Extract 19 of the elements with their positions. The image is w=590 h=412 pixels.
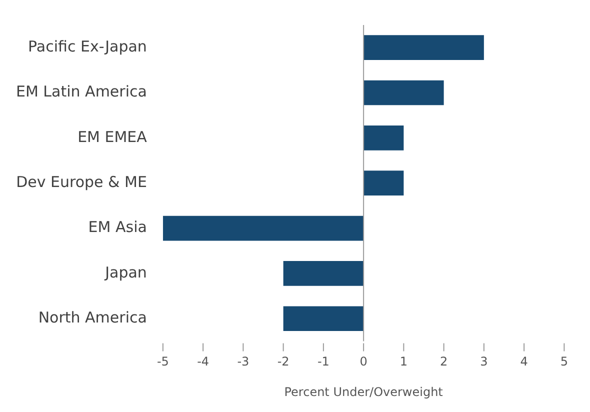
x-tick-label: 2 — [440, 354, 448, 369]
y-tick-label: EM EMEA — [78, 128, 148, 146]
x-tick-label: -4 — [197, 354, 210, 369]
y-tick-label: Pacific Ex-Japan — [28, 37, 147, 56]
x-tick-label: 0 — [360, 354, 368, 369]
x-tick-label: -2 — [277, 354, 290, 369]
y-tick-label: EM Asia — [88, 218, 147, 236]
x-tick-label: 4 — [520, 354, 528, 369]
x-tick-label: -3 — [237, 354, 250, 369]
x-tick-label: 5 — [560, 354, 568, 369]
x-tick-label: 3 — [480, 354, 488, 369]
y-tick-label: EM Latin America — [16, 82, 147, 101]
x-axis-title: Percent Under/Overweight — [284, 384, 444, 399]
x-tick-label: -1 — [317, 354, 330, 369]
x-tick-label: -5 — [156, 354, 169, 369]
x-tick-label: 1 — [400, 354, 408, 369]
y-tick-label: Japan — [104, 263, 147, 282]
y-tick-label: Dev Europe & ME — [16, 172, 147, 191]
y-tick-label: North America — [38, 308, 147, 327]
